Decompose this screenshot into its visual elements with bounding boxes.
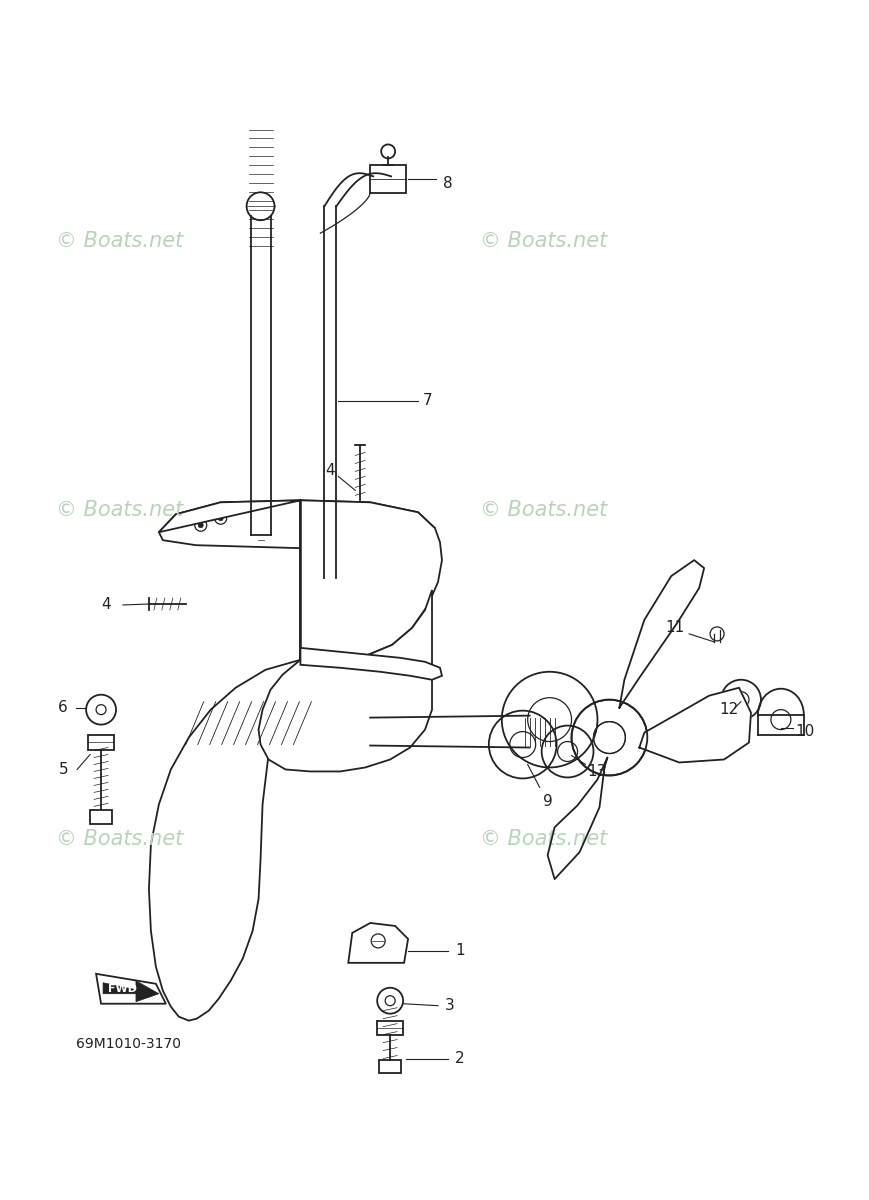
Polygon shape: [301, 500, 442, 660]
FancyBboxPatch shape: [90, 810, 112, 824]
Text: 6: 6: [58, 700, 68, 715]
Circle shape: [198, 523, 203, 528]
FancyBboxPatch shape: [379, 1060, 401, 1074]
Text: 11: 11: [666, 620, 685, 636]
Text: 4: 4: [326, 463, 335, 478]
Text: © Boats.net: © Boats.net: [56, 500, 183, 521]
Circle shape: [388, 523, 393, 528]
Polygon shape: [96, 974, 166, 1003]
Polygon shape: [547, 757, 607, 880]
Text: 2: 2: [455, 1051, 465, 1066]
Text: 10: 10: [795, 724, 814, 739]
Text: 5: 5: [58, 762, 68, 776]
FancyBboxPatch shape: [88, 734, 114, 750]
Text: 4: 4: [102, 598, 111, 612]
Polygon shape: [159, 500, 435, 548]
Text: 9: 9: [543, 794, 553, 809]
Polygon shape: [149, 500, 301, 1021]
Text: 69M1010-3170: 69M1010-3170: [76, 1037, 181, 1050]
Circle shape: [218, 516, 223, 521]
Circle shape: [368, 516, 373, 521]
Polygon shape: [259, 590, 432, 772]
Circle shape: [413, 529, 417, 535]
Polygon shape: [103, 980, 159, 1002]
Text: © Boats.net: © Boats.net: [56, 829, 183, 850]
Text: © Boats.net: © Boats.net: [480, 500, 607, 521]
Text: © Boats.net: © Boats.net: [56, 232, 183, 251]
Polygon shape: [620, 560, 704, 708]
Polygon shape: [348, 923, 408, 962]
FancyBboxPatch shape: [377, 1021, 403, 1034]
Text: FWD: FWD: [109, 984, 137, 994]
Polygon shape: [301, 648, 442, 679]
Text: 8: 8: [443, 176, 453, 191]
Text: 3: 3: [445, 998, 454, 1013]
Text: 13: 13: [587, 764, 607, 779]
Text: © Boats.net: © Boats.net: [480, 829, 607, 850]
FancyBboxPatch shape: [370, 166, 406, 193]
Text: 7: 7: [423, 394, 433, 408]
Text: 1: 1: [455, 943, 465, 959]
Text: © Boats.net: © Boats.net: [480, 232, 607, 251]
Polygon shape: [640, 688, 751, 762]
Text: 12: 12: [720, 702, 739, 718]
